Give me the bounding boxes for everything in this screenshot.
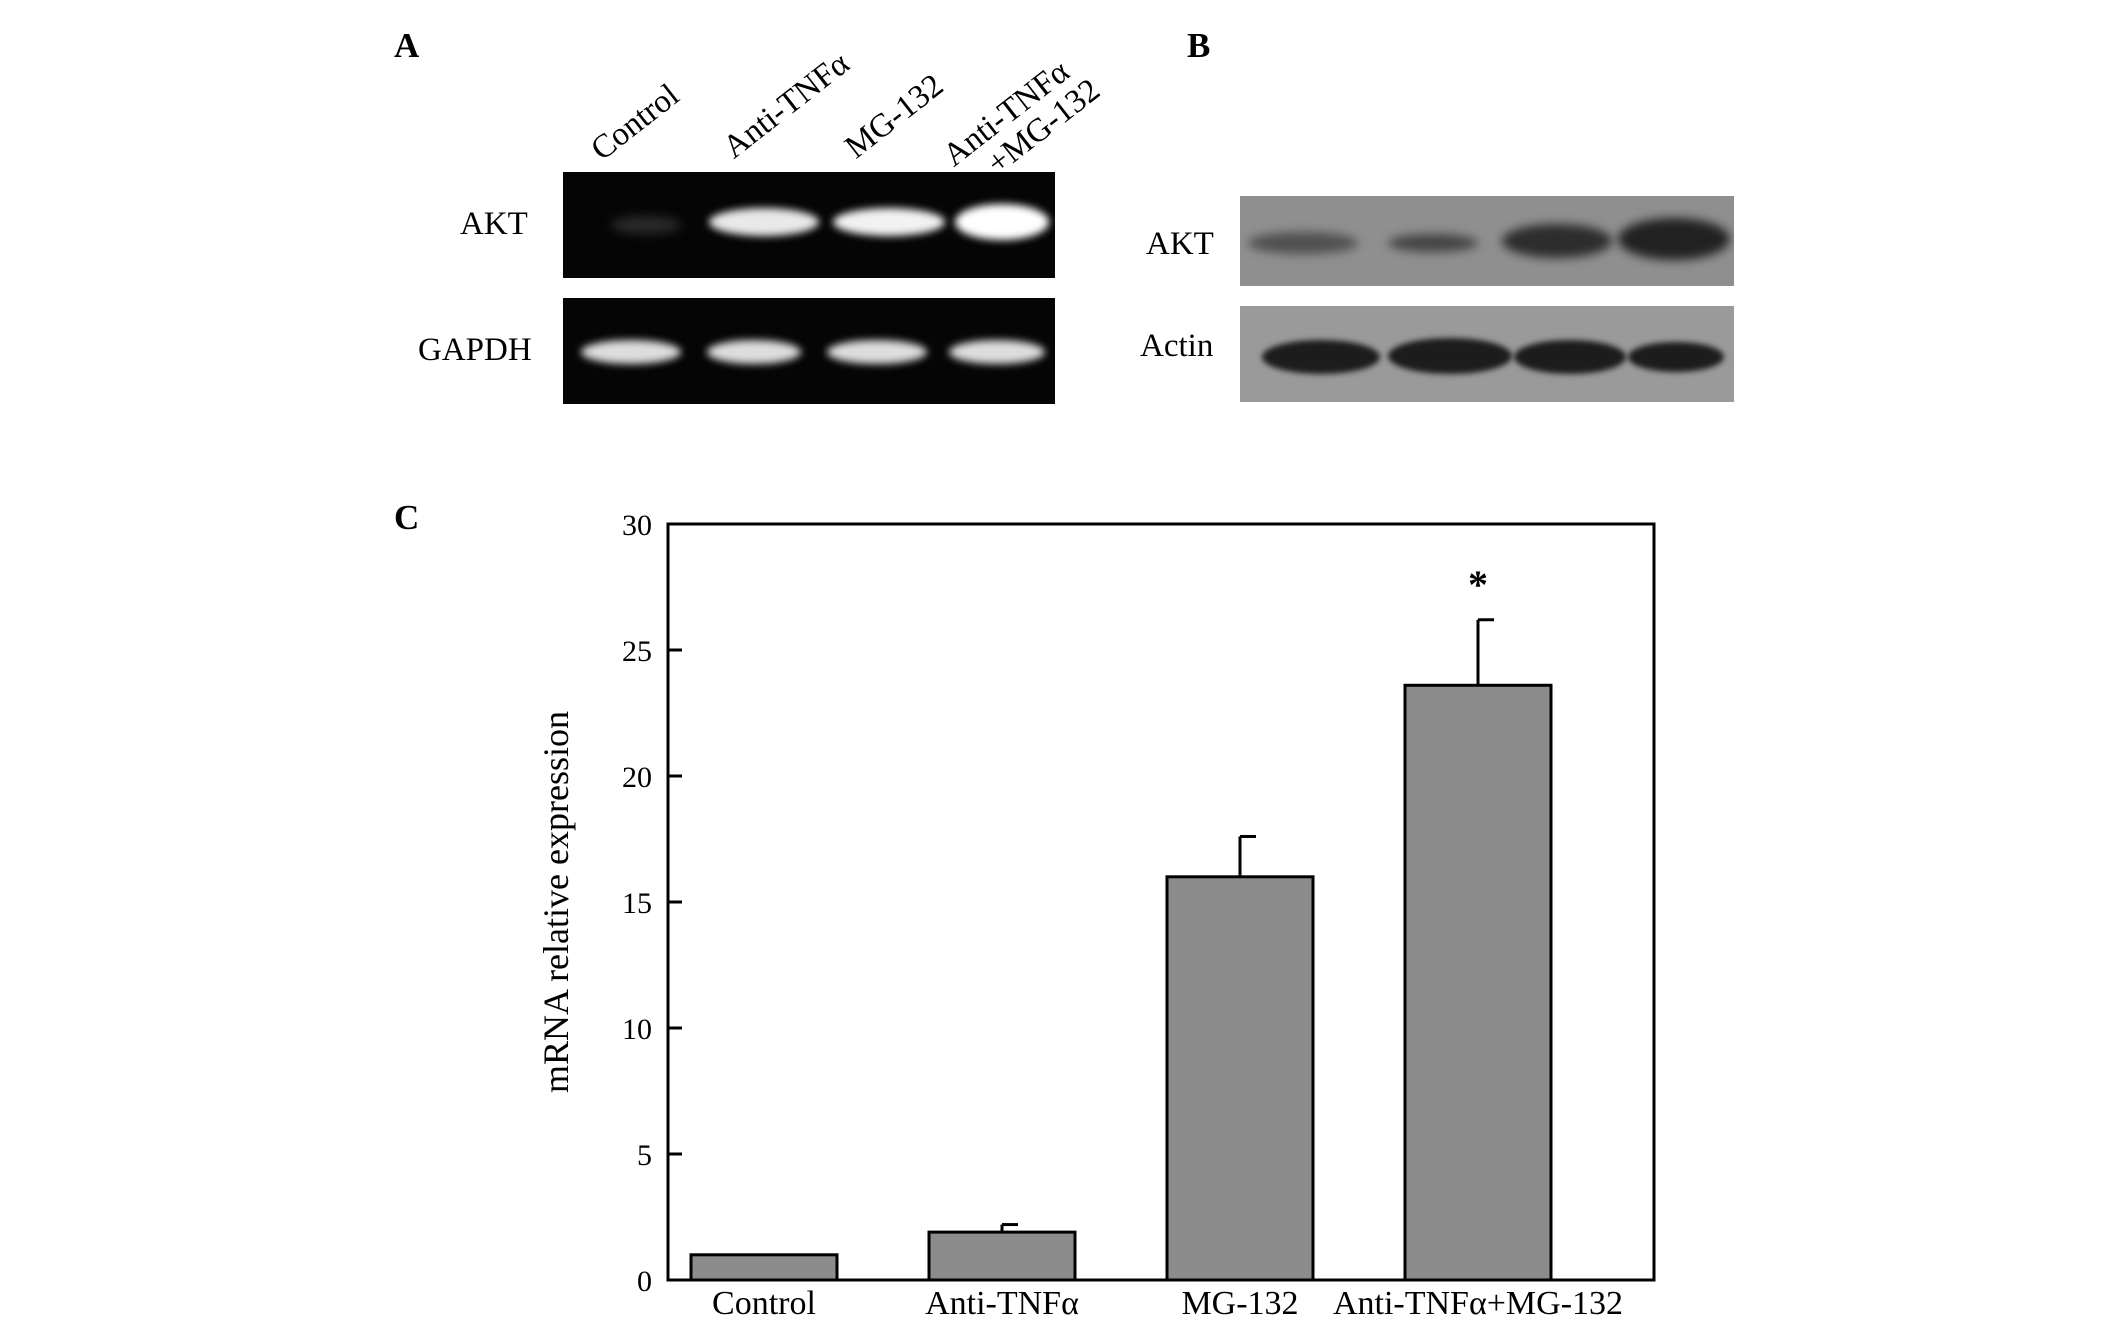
gel-image-gapdh [563,298,1055,404]
x-tick-label: Anti-TNFα [925,1285,1079,1321]
gel-band [955,204,1049,240]
blot-image-akt [1240,196,1734,286]
y-tick-label: 25 [622,635,652,668]
bar [927,1230,1077,1282]
panel-c-letter: C [394,498,420,537]
bar [1403,683,1553,1282]
y-tick-label: 15 [622,887,652,920]
gel-band [707,340,801,364]
bar [1165,875,1315,1282]
gel-band [949,340,1045,364]
blot-image-actin [1240,306,1734,402]
x-axis: Control Anti-TNFα MG-132 Anti-TNFα+MG-132 [712,1285,1623,1321]
bars-group: * [689,562,1553,1282]
y-tick-label: 5 [637,1139,652,1172]
gel-row-label-akt: AKT [460,206,528,242]
gel-band [709,208,819,236]
panel-a-letter: A [394,26,420,65]
y-tick-label: 30 [622,509,652,542]
blot-band [1388,338,1512,374]
blot-band [1262,340,1380,374]
gel-band [581,340,681,364]
x-tick-label: MG-132 [1181,1285,1298,1321]
blot-band [1502,224,1612,258]
y-axis-label: mRNA relative expression [536,711,576,1093]
gel-row-label-gapdh: GAPDH [418,332,532,368]
gel-band [827,340,927,364]
significance-marker: * [1468,562,1488,607]
gel-image-akt [563,172,1055,278]
blot-row-label-actin: Actin [1140,328,1214,364]
blot-row-label-akt: AKT [1146,226,1214,262]
y-tick-label: 10 [622,1013,652,1046]
y-tick-label: 20 [622,761,652,794]
x-tick-label: Anti-TNFα+MG-132 [1333,1285,1623,1321]
blot-band [1628,342,1724,372]
panel-b-letter: B [1187,26,1211,65]
blot-band [1514,340,1626,374]
x-tick-label: Control [712,1285,816,1321]
blot-band [1618,218,1730,260]
gel-band [833,208,945,236]
gel-band [611,216,681,234]
y-tick-label: 0 [637,1265,652,1298]
bar [689,1253,839,1282]
y-axis: 0 5 10 15 20 25 30 [622,509,682,1298]
blot-band [1388,234,1478,252]
blot-band [1248,232,1358,254]
